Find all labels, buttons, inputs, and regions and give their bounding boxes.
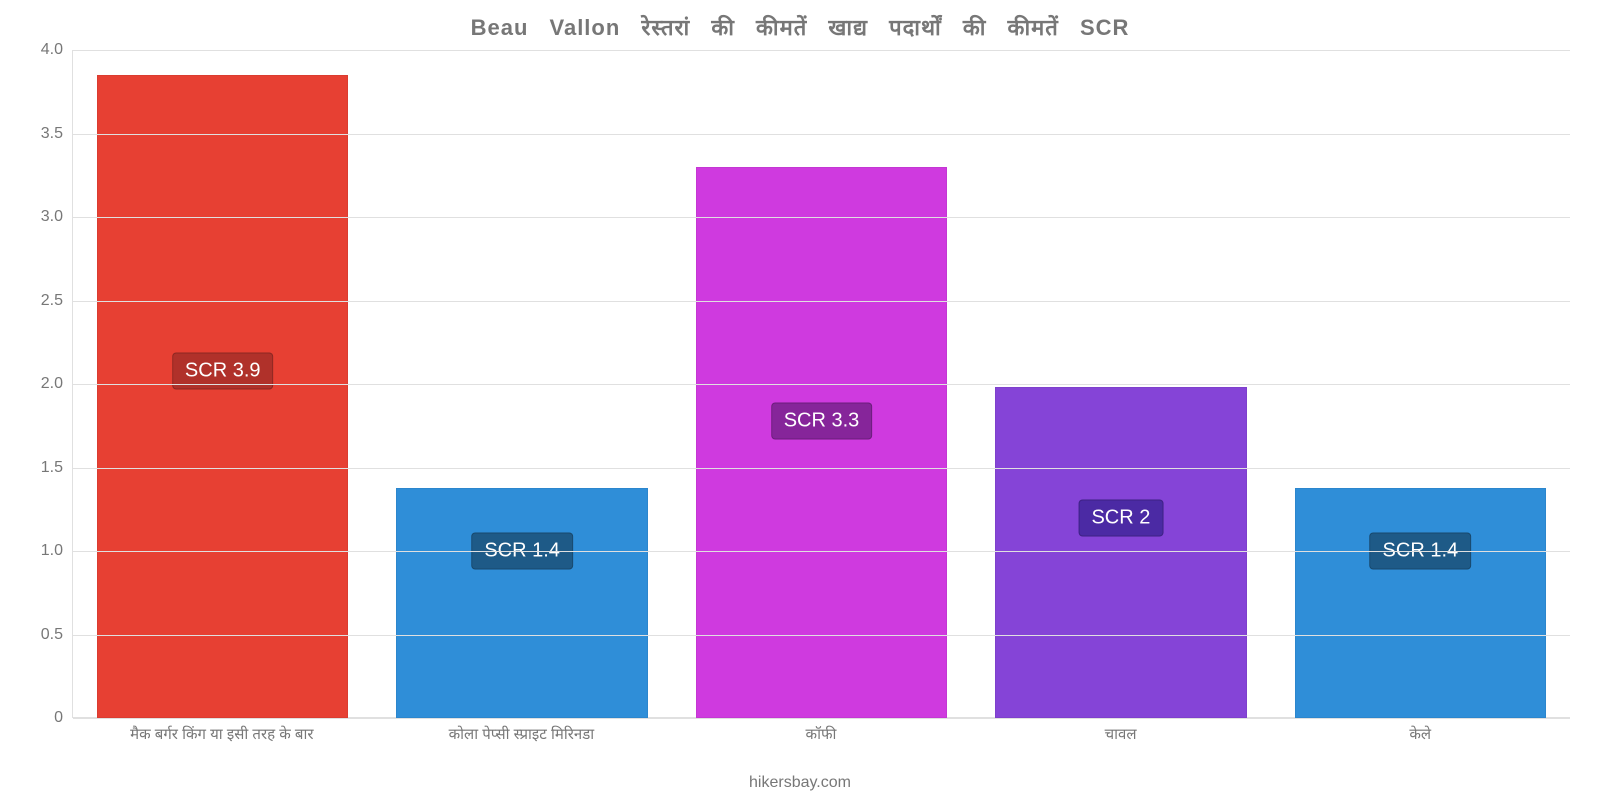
grid-line: [73, 551, 1570, 552]
y-tick-label: 2.0: [41, 375, 73, 393]
y-tick-label: 0: [54, 709, 73, 727]
grid-line: [73, 301, 1570, 302]
value-badge: SCR 2: [1078, 499, 1163, 536]
y-tick-label: 3.5: [41, 125, 73, 143]
grid-line: [73, 468, 1570, 469]
bar: [1295, 488, 1547, 718]
y-tick-label: 1.0: [41, 542, 73, 560]
grid-line: [73, 635, 1570, 636]
y-tick-label: 4.0: [41, 41, 73, 59]
y-tick-label: 1.5: [41, 459, 73, 477]
grid-line: [73, 50, 1570, 51]
grid-line: [73, 217, 1570, 218]
grid-line: [73, 384, 1570, 385]
x-axis-label: चावल: [971, 720, 1271, 744]
y-tick-label: 0.5: [41, 626, 73, 644]
x-axis-labels: मैक बर्गर किंग या इसी तरह के बारकोला पेप…: [72, 720, 1570, 744]
x-axis-label: केले: [1270, 720, 1570, 744]
bar: [97, 75, 349, 718]
value-badge: SCR 3.3: [771, 402, 873, 439]
plot-area: SCR 3.9SCR 1.4SCR 3.3SCR 2SCR 1.4 00.51.…: [72, 50, 1570, 718]
bar: [396, 488, 648, 718]
grid-line: [73, 718, 1570, 719]
y-tick-label: 2.5: [41, 292, 73, 310]
grid-line: [73, 134, 1570, 135]
footer-attribution: hikersbay.com: [0, 774, 1600, 792]
x-axis-label: कोला पेप्सी स्प्राइट मिरिनडा: [372, 720, 672, 744]
x-axis-label: कॉफी: [671, 720, 971, 744]
bar: [995, 387, 1247, 718]
y-tick-label: 3.0: [41, 208, 73, 226]
x-axis-label: मैक बर्गर किंग या इसी तरह के बार: [72, 720, 372, 744]
chart-area: SCR 3.9SCR 1.4SCR 3.3SCR 2SCR 1.4 00.51.…: [72, 50, 1570, 740]
chart-title: Beau Vallon रेस्तरां की कीमतें खाद्य पदा…: [0, 0, 1600, 42]
